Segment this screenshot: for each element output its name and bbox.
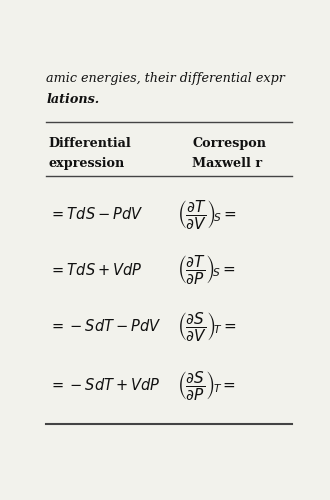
Text: lations.: lations. (46, 92, 100, 106)
Text: expression: expression (49, 158, 125, 170)
Text: Differential: Differential (49, 137, 132, 150)
Text: amic energies, their differential expr: amic energies, their differential expr (46, 72, 285, 85)
Text: $\left(\dfrac{\partial T}{\partial V}\right)_{\!S} =$: $\left(\dfrac{\partial T}{\partial V}\ri… (177, 198, 237, 230)
Text: $= -SdT + VdP$: $= -SdT + VdP$ (49, 378, 160, 394)
Text: $\left(\dfrac{\partial T}{\partial P}\right)_{\!S} =$: $\left(\dfrac{\partial T}{\partial P}\ri… (177, 254, 236, 286)
Text: $= -SdT - PdV$: $= -SdT - PdV$ (49, 318, 161, 334)
Text: $\left(\dfrac{\partial S}{\partial V}\right)_{\!T} =$: $\left(\dfrac{\partial S}{\partial V}\ri… (177, 310, 237, 343)
Text: $= TdS + VdP$: $= TdS + VdP$ (49, 262, 143, 278)
Text: $= TdS - PdV$: $= TdS - PdV$ (49, 206, 143, 222)
Text: Correspon: Correspon (192, 137, 266, 150)
Text: $\left(\dfrac{\partial S}{\partial P}\right)_{\!T} =$: $\left(\dfrac{\partial S}{\partial P}\ri… (177, 369, 236, 402)
Text: Maxwell r: Maxwell r (192, 158, 262, 170)
